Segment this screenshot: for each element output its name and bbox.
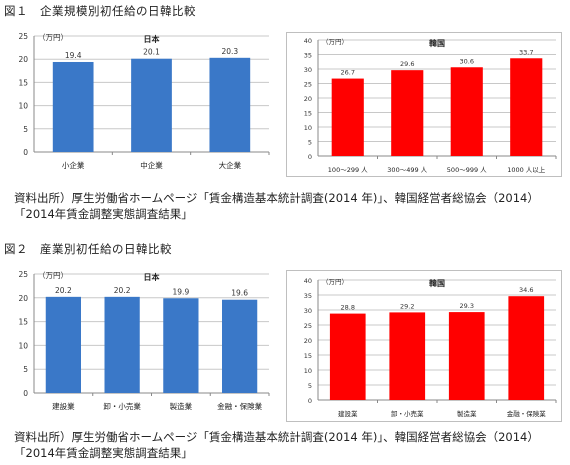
chart-border <box>286 270 562 422</box>
data-label: 20.3 <box>221 47 238 56</box>
x-tick-label: 製造業 <box>170 401 193 411</box>
data-label: 29.2 <box>400 302 414 310</box>
y-tick-label: 5 <box>308 382 312 390</box>
chart-korea-company-size-svg: 0 5 10 15 20 25 30 35 40 （万円） 韓国 26.7 100～299 人 29.6 3… <box>286 32 562 177</box>
y-tick-label: 5 <box>23 125 28 134</box>
bar <box>209 57 251 152</box>
figure2-title: 図２ 産業別初任給の日韓比較 <box>4 242 172 256</box>
x-tick-label: 100～299 人 <box>328 166 368 174</box>
y-tick-label: 0 <box>23 389 28 398</box>
chart-korea-industry-svg: 0 5 10 15 20 25 30 35 40 （万円） 韓国 28.8 建設業 29.2 卸・小売業 29… <box>286 270 562 422</box>
data-label: 19.6 <box>231 289 248 298</box>
x-tick-label: 建設業 <box>52 401 75 411</box>
y-tick-label: 15 <box>18 78 28 87</box>
bar <box>448 312 485 400</box>
y-tick-label: 25 <box>304 322 312 330</box>
y-tick-label: 10 <box>18 102 28 111</box>
x-tick-label: 金融・保険業 <box>217 401 262 411</box>
unit-label: （万円） <box>322 278 348 286</box>
chart-japan-company-size: 0 5 10 15 20 25 （万円） 日本 19.4 小企業 20.1 中企業 20.3 大企業 <box>4 24 276 188</box>
bar <box>450 67 483 156</box>
bar <box>163 298 199 393</box>
y-tick-label: 25 <box>18 270 28 279</box>
x-tick-label: 1000 人以上 <box>507 165 546 174</box>
bar <box>389 312 426 400</box>
data-label: 33.7 <box>519 48 533 56</box>
bar <box>104 296 140 393</box>
figure2-source: 資料出所）厚生労働省ホームページ「賃金構造基本統計調査(2014 年)」、韓国経… <box>14 430 539 460</box>
x-tick-label: 中企業 <box>140 160 163 170</box>
bar <box>131 58 172 152</box>
x-tick-label: 建設業 <box>338 409 358 418</box>
y-tick-label: 35 <box>304 292 312 300</box>
y-tick-label: 20 <box>304 95 312 103</box>
y-tick-label: 30 <box>304 66 312 74</box>
data-label: 28.8 <box>341 304 355 312</box>
y-tick-label: 0 <box>308 397 312 405</box>
x-tick-label: 金融・保険業 <box>507 409 547 418</box>
x-tick-label: 卸・小売業 <box>391 409 424 418</box>
bar <box>508 296 545 400</box>
x-tick-label: 大企業 <box>219 160 242 170</box>
bar <box>510 58 543 156</box>
data-label: 29.6 <box>400 60 414 68</box>
y-tick-label: 20 <box>18 55 28 64</box>
x-tick-label: 小企業 <box>62 160 85 170</box>
data-label: 20.2 <box>114 286 131 295</box>
y-tick-label: 40 <box>304 37 312 45</box>
y-tick-label: 0 <box>308 153 312 161</box>
chart-title: 日本 <box>144 272 160 282</box>
chart-title: 韓国 <box>429 38 445 48</box>
unit-label: （万円） <box>322 38 348 46</box>
bar <box>331 78 364 156</box>
y-tick-label: 30 <box>304 307 312 315</box>
figure1-source: 資料出所）厚生労働省ホームページ「賃金構造基本統計調査(2014 年)」、韓国経… <box>14 191 539 221</box>
chart-korea-company-size: 0 5 10 15 20 25 30 35 40 （万円） 韓国 26.7 100～299 人 29.6 3… <box>286 32 562 181</box>
chart-japan-industry: 0 5 10 15 20 25 （万円） 日本 20.2 建設業 20.2 卸・小売業 19.9 製造業 1… <box>4 264 276 428</box>
unit-label: （万円） <box>38 33 68 42</box>
figure1-title: 図１ 企業規模別初任給の日韓比較 <box>4 4 196 18</box>
data-label: 19.4 <box>65 51 82 60</box>
x-tick-label: 300～499 人 <box>387 166 427 174</box>
y-tick-label: 0 <box>23 148 28 157</box>
y-tick-label: 10 <box>18 341 28 350</box>
bar <box>391 70 424 156</box>
bar <box>52 61 94 152</box>
bar <box>45 296 81 393</box>
x-tick-label: 500～999 人 <box>447 166 487 174</box>
y-tick-label: 20 <box>18 294 28 303</box>
bar <box>222 299 258 393</box>
bar <box>329 313 366 400</box>
y-tick-label: 10 <box>304 124 312 132</box>
unit-label: （万円） <box>38 271 68 280</box>
y-tick-label: 25 <box>18 32 28 41</box>
chart-japan-industry-svg: 0 5 10 15 20 25 （万円） 日本 20.2 建設業 20.2 卸・小売業 19.9 製造業 1… <box>18 270 270 411</box>
y-tick-label: 20 <box>304 337 312 345</box>
x-tick-label: 製造業 <box>457 409 477 418</box>
y-tick-label: 15 <box>18 318 28 327</box>
chart-japan-company-size-svg: 0 5 10 15 20 25 （万円） 日本 19.4 小企業 20.1 中企業 20.3 大企業 <box>18 32 270 170</box>
data-label: 20.1 <box>143 48 160 57</box>
y-tick-label: 15 <box>304 110 312 118</box>
y-tick-label: 10 <box>304 367 312 375</box>
data-label: 19.9 <box>173 287 190 296</box>
y-tick-label: 15 <box>304 352 312 360</box>
data-label: 30.6 <box>460 57 474 65</box>
chart-title: 韓国 <box>429 278 445 288</box>
chart-border <box>286 32 562 177</box>
data-label: 29.3 <box>460 302 474 310</box>
data-label: 26.7 <box>341 69 355 77</box>
y-tick-label: 40 <box>304 277 312 285</box>
y-tick-label: 25 <box>304 81 312 89</box>
y-tick-label: 35 <box>304 52 312 60</box>
x-tick-label: 卸・小売業 <box>103 401 141 411</box>
data-label: 34.6 <box>519 286 533 294</box>
chart-korea-industry: 0 5 10 15 20 25 30 35 40 （万円） 韓国 28.8 建設業 29.2 卸・小売業 29… <box>286 270 562 426</box>
y-tick-label: 5 <box>23 365 28 374</box>
data-label: 20.2 <box>55 286 72 295</box>
y-tick-label: 5 <box>308 139 312 147</box>
chart-title: 日本 <box>144 34 160 44</box>
